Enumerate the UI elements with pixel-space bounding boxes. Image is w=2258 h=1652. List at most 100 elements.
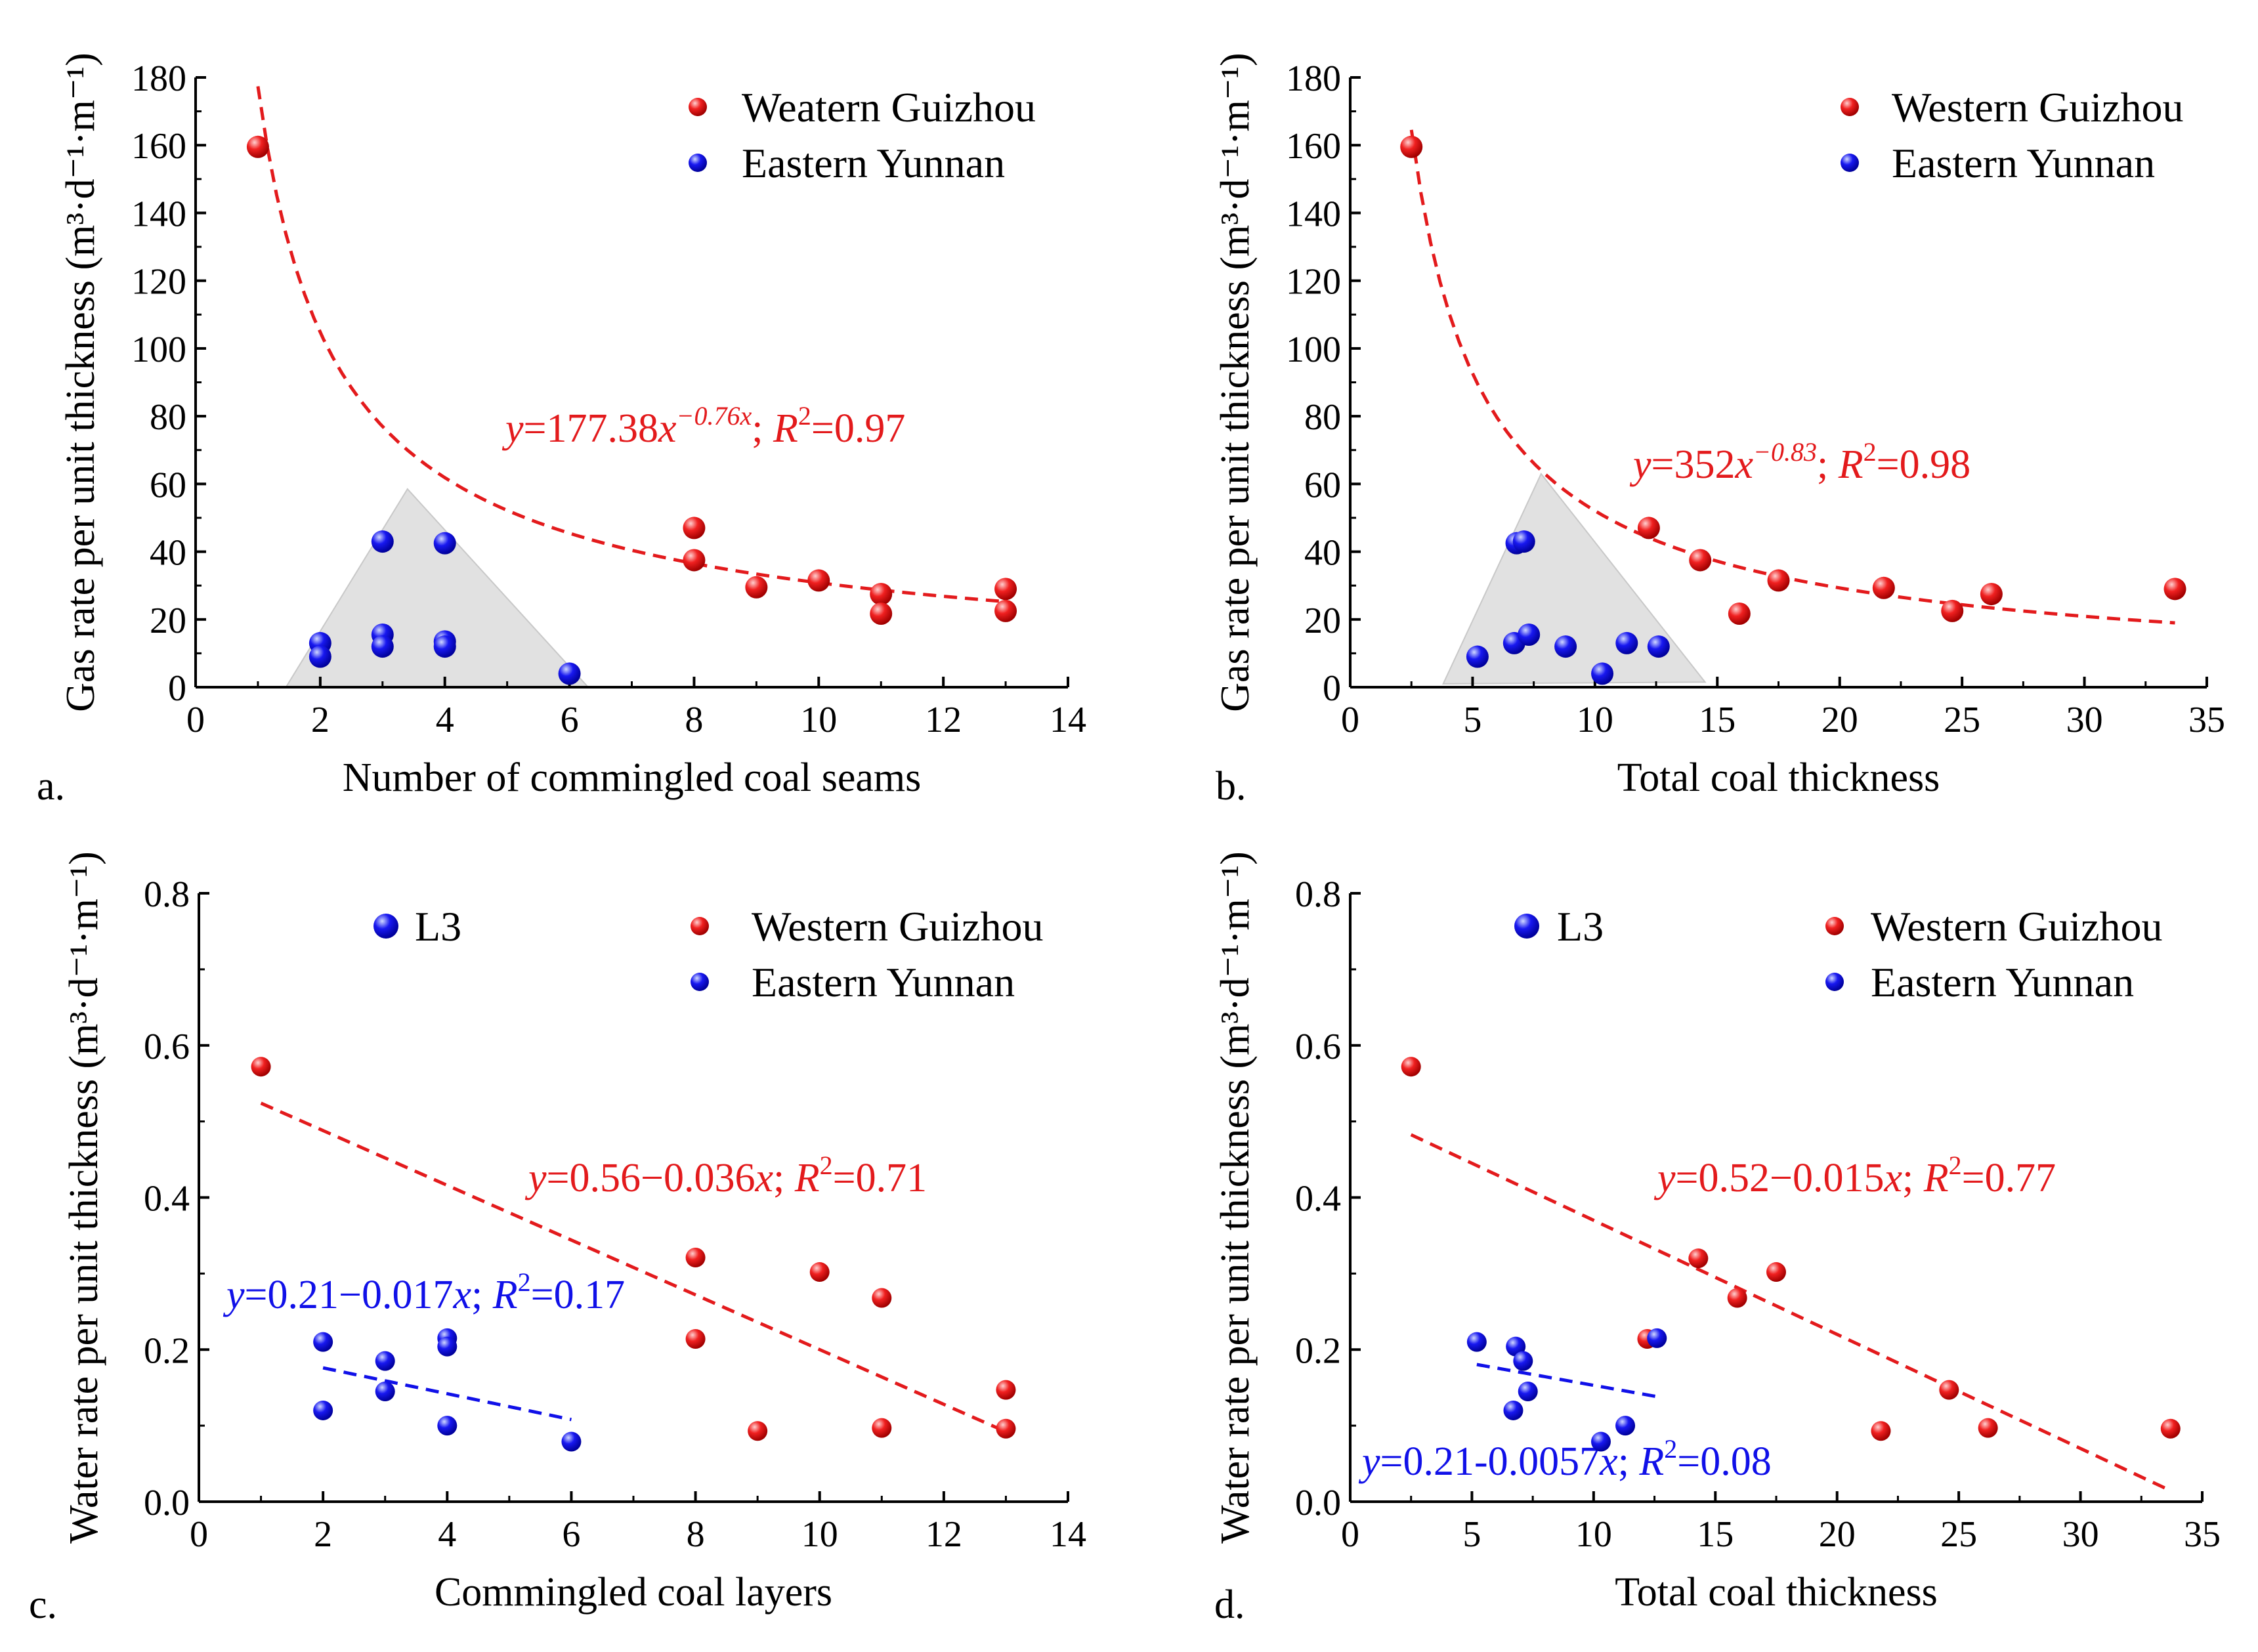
legend-marker-red [1825,917,1844,935]
x-tick-label: 25 [1944,700,1980,740]
legend-marker-red [1841,98,1859,116]
y-tick-label: 0.2 [144,1330,190,1371]
y-tick-label: 140 [1286,194,1341,234]
chart-panel-3: 0 2 4 6 8 10 12 14 0.0 0.2 0.4 0.6 0.8 Commingled coa… [29,851,1086,1627]
data-point-red [870,583,893,606]
x-tick-label: 14 [1050,1514,1086,1555]
x-tick-label: 0 [1341,700,1359,740]
data-point-red [1689,549,1712,572]
data-point-red [683,549,706,572]
x-tick-label: 35 [2188,700,2225,740]
x-tick-label: 20 [1819,1514,1856,1555]
legend-label: Eastern Yunnan [1892,140,2155,186]
legend-label: Eastern Yunnan [752,959,1015,1006]
data-point-blue [1513,1351,1533,1371]
legend-label: Western Guizhou [1871,903,2163,950]
data-point-red [683,517,706,540]
x-axis-title: Total coal thickness [1615,1570,1938,1615]
data-point-blue [1518,1381,1538,1401]
chart-panel-4: 0 5 10 15 20 25 30 35 0.0 0.2 0.4 0.6 0.8 Total coal … [1213,851,2221,1627]
data-point-blue [371,635,394,658]
data-point-red [1637,517,1660,540]
data-point-blue [1503,1400,1523,1420]
data-point-blue [1647,1328,1667,1348]
x-tick-label: 30 [2062,1514,2099,1555]
y-tick-label: 0.6 [1295,1027,1341,1067]
y-tick-label: 0.0 [1295,1483,1341,1523]
data-point-blue [1518,624,1541,646]
data-point-blue [1466,1332,1487,1352]
data-point-blue [1647,635,1670,658]
data-point-red [1767,569,1790,592]
x-tick-label: 5 [1463,700,1481,740]
data-point-red [809,1262,830,1282]
data-point-blue [558,662,581,685]
y-tick-label: 120 [131,262,186,303]
legend-marker-blue [1825,973,1844,991]
data-point-red [1727,1288,1747,1308]
x-tick-label: 15 [1697,1514,1734,1555]
y-tick-label: 20 [1304,601,1341,641]
data-point-red [1871,1421,1891,1441]
data-point-red [1941,599,1964,622]
y-tick-label: 60 [1304,465,1341,505]
x-tick-label: 30 [2066,700,2103,740]
data-point-red [251,1057,271,1077]
data-point-blue [313,1332,333,1352]
x-tick-label: 10 [800,700,837,740]
data-point-red [996,1418,1016,1439]
data-point-blue [433,532,456,555]
fit-equation-blue: y=0.21−0.017x; R2=0.17 [223,1267,625,1317]
y-tick-label: 140 [131,194,186,234]
legend-marker-red [691,917,709,935]
panel-label: c. [29,1582,57,1627]
legend-label: L3 [1557,903,1604,950]
data-point-red [1978,1418,1998,1438]
x-axis-title: Number of commingled coal seams [343,755,922,800]
data-point-red [994,599,1017,622]
y-tick-label: 100 [131,329,186,370]
data-point-red [246,135,269,158]
x-tick-label: 14 [1050,700,1086,740]
x-tick-label: 4 [436,700,454,740]
data-point-red [745,576,768,599]
data-point-red [685,1329,706,1349]
legend-label: Weatern Guizhou [742,84,1036,131]
data-point-red [996,1380,1016,1400]
data-point-red [1939,1380,1959,1400]
y-tick-label: 160 [1286,126,1341,167]
data-point-blue [309,645,331,668]
legend-marker-blue [373,914,398,939]
data-point-blue [375,1351,395,1371]
data-point-blue [1512,530,1535,553]
data-point-blue [1591,662,1614,685]
legend-marker-blue [689,154,707,172]
data-point-red [1688,1248,1709,1269]
data-point-red [2163,578,2186,601]
x-tick-label: 20 [1821,700,1858,740]
fit-line-red [1409,129,2175,625]
fit-equation-red: y=0.56−0.036x; R2=0.71 [524,1151,927,1200]
x-tick-label: 2 [314,1514,332,1555]
y-tick-label: 160 [131,126,186,167]
data-point-blue [437,1416,458,1436]
y-tick-label: 40 [1304,533,1341,574]
legend-marker-blue [691,973,709,991]
x-tick-label: 0 [186,700,205,740]
data-point-red [1872,576,1895,599]
y-tick-label: 80 [1304,397,1341,438]
data-point-blue [561,1431,582,1452]
data-point-blue [375,1381,395,1401]
chart-panel-1: 0 2 4 6 8 10 12 14020406080100120140160180Numbe… [37,53,1086,809]
y-tick-label: 0.2 [1295,1330,1341,1371]
data-point-blue [313,1400,333,1420]
data-point-blue [437,1336,458,1357]
y-tick-label: 60 [150,465,186,505]
fit-line-red [1410,1133,2171,1493]
data-point-red [870,603,893,625]
legend-marker-blue [1841,154,1859,172]
panel-label: a. [37,764,65,809]
data-point-blue [371,530,394,553]
fit-line-red [260,1101,1007,1433]
x-tick-label: 6 [561,700,579,740]
